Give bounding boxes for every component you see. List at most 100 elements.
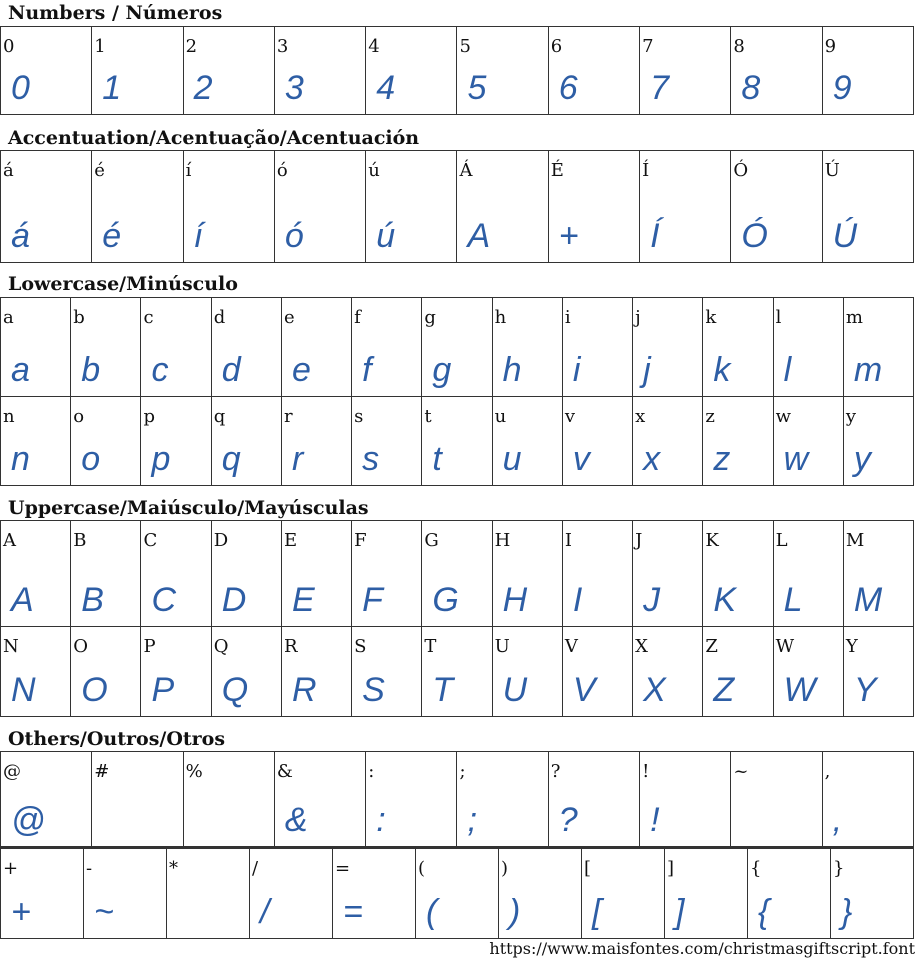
character-label: ~ bbox=[733, 761, 749, 782]
glyph-cell: ;; bbox=[457, 752, 549, 846]
character-label: [ bbox=[584, 858, 592, 879]
character-label: - bbox=[86, 858, 93, 879]
character-label: ( bbox=[418, 858, 426, 879]
handwritten-glyph: 2 bbox=[193, 69, 213, 107]
section-title: Numbers / Números bbox=[8, 2, 223, 24]
character-label: í bbox=[185, 160, 192, 181]
handwritten-glyph: f bbox=[362, 351, 372, 389]
handwritten-glyph: w bbox=[783, 440, 809, 478]
handwritten-glyph: p bbox=[151, 440, 171, 478]
character-label: Ó bbox=[733, 160, 749, 181]
handwritten-glyph: + bbox=[11, 893, 31, 931]
character-label: ; bbox=[459, 761, 466, 782]
glyph-cell: + + bbox=[1, 849, 84, 938]
character-label: m bbox=[845, 307, 863, 328]
handwritten-glyph: q bbox=[221, 440, 241, 478]
handwritten-glyph: 5 bbox=[467, 69, 487, 107]
handwritten-glyph: B bbox=[81, 581, 104, 619]
handwritten-glyph: F bbox=[362, 581, 383, 619]
character-label: k bbox=[705, 307, 717, 328]
glyph-cell: - ~ bbox=[84, 849, 167, 938]
character-label: U bbox=[494, 636, 510, 657]
handwritten-glyph: O bbox=[81, 671, 108, 709]
handwritten-glyph: H bbox=[502, 581, 528, 619]
character-label: = bbox=[335, 858, 351, 879]
character-label: j bbox=[635, 307, 641, 328]
glyph-cell: !! bbox=[640, 752, 732, 846]
glyph-cell: % bbox=[184, 752, 275, 846]
character-label: G bbox=[424, 530, 439, 551]
glyph-cell: :: bbox=[366, 752, 458, 846]
handwritten-glyph: g bbox=[432, 351, 452, 389]
handwritten-glyph: 1 bbox=[102, 69, 122, 107]
handwritten-glyph: x bbox=[643, 440, 661, 478]
character-label: # bbox=[94, 761, 110, 782]
character-label: X bbox=[635, 636, 648, 657]
handwritten-glyph: N bbox=[11, 671, 36, 709]
handwritten-glyph: m bbox=[853, 351, 883, 389]
handwritten-glyph: u bbox=[502, 440, 522, 478]
handwritten-glyph: P bbox=[151, 671, 175, 709]
character-label: I bbox=[564, 530, 572, 551]
character-label: @ bbox=[3, 761, 21, 782]
handwritten-glyph: i bbox=[572, 351, 581, 389]
handwritten-glyph: 9 bbox=[832, 69, 852, 107]
character-label: Ú bbox=[824, 160, 840, 181]
character-label: % bbox=[185, 761, 203, 782]
glyph-cell: ?? bbox=[549, 752, 641, 846]
glyph-cell: }} bbox=[831, 849, 914, 938]
character-label: 9 bbox=[824, 36, 837, 57]
handwritten-glyph: Ú bbox=[832, 217, 858, 255]
handwritten-glyph: t bbox=[432, 440, 442, 478]
character-label: ? bbox=[550, 761, 561, 782]
handwritten-glyph: C bbox=[151, 581, 177, 619]
character-label: y bbox=[845, 406, 856, 427]
character-label: x bbox=[635, 406, 646, 427]
character-label: e bbox=[283, 307, 295, 328]
character-label: / bbox=[252, 858, 259, 879]
character-label: Q bbox=[213, 636, 229, 657]
character-label: w bbox=[775, 406, 791, 427]
section-title: Lowercase/Minúsculo bbox=[8, 273, 238, 295]
character-label: c bbox=[143, 307, 154, 328]
handwritten-glyph: { bbox=[758, 893, 770, 931]
handwritten-glyph: b bbox=[81, 351, 101, 389]
glyph-cell: [[ bbox=[582, 849, 665, 938]
handwritten-glyph: T bbox=[432, 671, 454, 709]
glyph-cell: = = bbox=[333, 849, 416, 938]
